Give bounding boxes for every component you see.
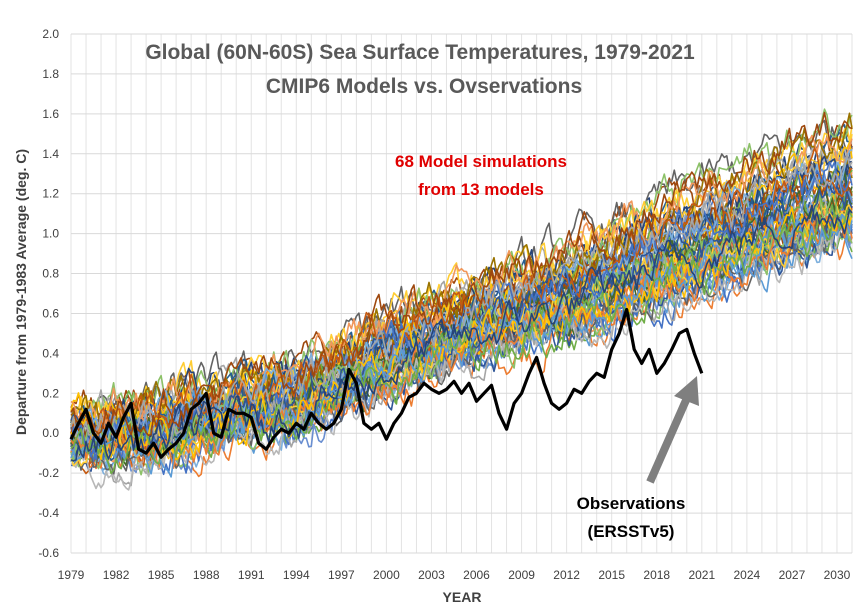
y-tick-label: -0.2 xyxy=(38,466,59,480)
x-tick-label: 2003 xyxy=(418,568,445,582)
x-tick-label: 2024 xyxy=(734,568,761,582)
x-tick-label: 2015 xyxy=(598,568,625,582)
chart-title: Global (60N-60S) Sea Surface Temperature… xyxy=(145,41,695,64)
gridlines xyxy=(70,33,853,554)
y-axis-label: Departure from 1979-1983 Average (deg. C… xyxy=(13,149,29,435)
x-tick-label: 2009 xyxy=(508,568,535,582)
observation-annotation-line1: Observations xyxy=(577,494,686,513)
x-tick-label: 1985 xyxy=(148,568,175,582)
x-axis-ticks: 1979 1982 1985 1988 1991 1994 1997 2000 2003 2006… xyxy=(58,568,851,582)
y-tick-label: 0.0 xyxy=(42,426,59,440)
observation-annotation-line2: (ERSSTv5) xyxy=(588,522,675,541)
observation-arrow xyxy=(646,376,699,484)
y-tick-label: 0.2 xyxy=(42,386,59,400)
model-simulation-line xyxy=(70,182,853,455)
x-tick-label: 2027 xyxy=(779,568,806,582)
y-tick-label: 1.4 xyxy=(42,147,59,161)
model-annotation-line2: from 13 models xyxy=(418,180,544,199)
y-tick-label: -0.4 xyxy=(38,506,59,520)
x-tick-label: 2018 xyxy=(643,568,670,582)
x-tick-label: 1997 xyxy=(328,568,355,582)
model-simulation-line xyxy=(70,213,853,478)
x-tick-label: 1988 xyxy=(193,568,220,582)
y-tick-label: 1.8 xyxy=(42,67,59,81)
observations-series xyxy=(69,307,704,459)
x-tick-label: 2030 xyxy=(824,568,851,582)
x-axis-label: YEAR xyxy=(443,589,482,605)
y-tick-label: -0.6 xyxy=(38,546,59,560)
observations-line xyxy=(69,307,704,459)
model-simulation-line xyxy=(70,111,853,437)
y-tick-label: 0.8 xyxy=(42,267,59,281)
y-axis-ticks: -0.6 -0.4 -0.2 0.0 0.2 0.4 0.6 0.8 1.0 1.2 1.4 1.6 1… xyxy=(38,27,59,560)
model-simulation-line xyxy=(70,212,853,491)
x-tick-label: 1994 xyxy=(283,568,310,582)
model-simulation-line xyxy=(70,209,853,475)
y-tick-label: 2.0 xyxy=(42,27,59,41)
y-tick-label: 1.6 xyxy=(42,107,59,121)
x-tick-label: 2012 xyxy=(553,568,580,582)
y-tick-label: 0.4 xyxy=(42,346,59,360)
x-tick-label: 1982 xyxy=(103,568,130,582)
x-tick-label: 2000 xyxy=(373,568,400,582)
chart-subtitle: CMIP6 Models vs. Ovservations xyxy=(266,75,582,98)
x-tick-label: 1991 xyxy=(238,568,265,582)
x-tick-label: 2006 xyxy=(463,568,490,582)
y-tick-label: 1.0 xyxy=(42,227,59,241)
y-tick-label: 0.6 xyxy=(42,306,59,320)
y-tick-label: 1.2 xyxy=(42,187,59,201)
model-simulation-line xyxy=(70,204,853,462)
model-annotation-line1: 68 Model simulations xyxy=(395,152,567,171)
x-tick-label: 1979 xyxy=(58,568,85,582)
model-simulations xyxy=(70,108,853,491)
x-tick-label: 2021 xyxy=(688,568,715,582)
